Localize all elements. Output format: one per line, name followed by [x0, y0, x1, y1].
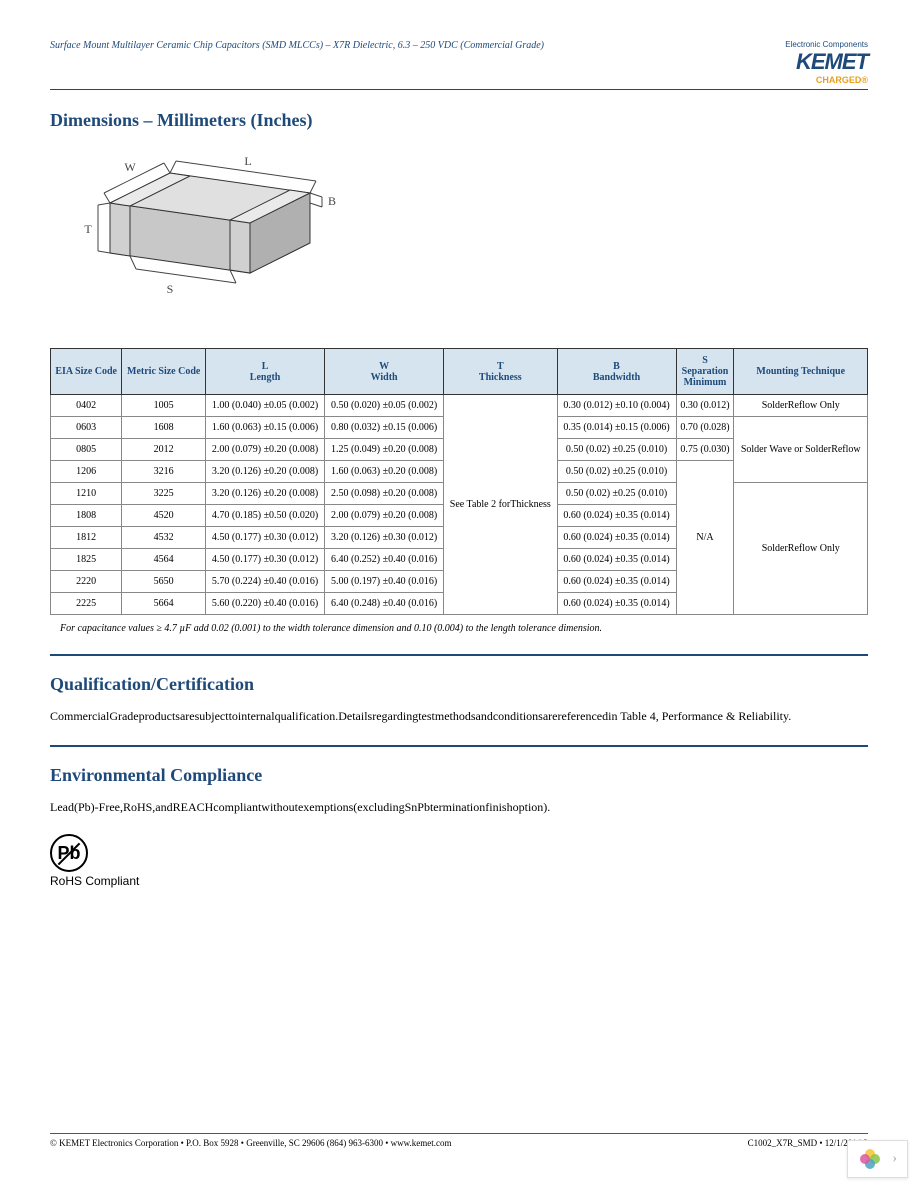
- cell-metric: 2012: [122, 439, 206, 461]
- cell-length: 3.20 (0.126) ±0.20 (0.008): [206, 483, 325, 505]
- cell-width: 1.25 (0.049) ±0.20 (0.008): [325, 439, 444, 461]
- cell-width: 1.60 (0.063) ±0.20 (0.008): [325, 461, 444, 483]
- cell-bandwidth: 0.60 (0.024) ±0.35 (0.014): [557, 549, 676, 571]
- cell-width: 5.00 (0.197) ±0.40 (0.016): [325, 571, 444, 593]
- cell-bandwidth: 0.50 (0.02) ±0.25 (0.010): [557, 483, 676, 505]
- page-footer: © KEMET Electronics Corporation • P.O. B…: [50, 1133, 868, 1148]
- cell-width: 0.80 (0.032) ±0.15 (0.006): [325, 417, 444, 439]
- cell-metric: 3225: [122, 483, 206, 505]
- environmental-heading: Environmental Compliance: [50, 765, 868, 786]
- table-footnote: For capacitance values ≥ 4.7 µF add 0.02…: [60, 623, 868, 634]
- cell-length: 1.60 (0.063) ±0.15 (0.006): [206, 417, 325, 439]
- cell-eia: 1825: [51, 549, 122, 571]
- qualification-text: CommercialGradeproductsaresubjecttointer…: [50, 707, 868, 725]
- col-metric: Metric Size Code: [122, 349, 206, 395]
- datasheet-page: Surface Mount Multilayer Ceramic Chip Ca…: [0, 0, 918, 1188]
- rohs-label: RoHS Compliant: [50, 874, 868, 888]
- cell-bandwidth: 0.60 (0.024) ±0.35 (0.014): [557, 571, 676, 593]
- cell-eia: 0805: [51, 439, 122, 461]
- cell-length: 5.60 (0.220) ±0.40 (0.016): [206, 593, 325, 615]
- section-divider: [50, 745, 868, 747]
- svg-text:B: B: [328, 194, 336, 208]
- rohs-compliance-mark: Pb RoHS Compliant: [50, 834, 868, 888]
- dimensions-heading: Dimensions – Millimeters (Inches): [50, 110, 868, 131]
- dimensions-table: EIA Size Code Metric Size Code LLength W…: [50, 348, 868, 615]
- cell-separation: 0.70 (0.028): [676, 417, 734, 439]
- cell-bandwidth: 0.35 (0.014) ±0.15 (0.006): [557, 417, 676, 439]
- footer-left: © KEMET Electronics Corporation • P.O. B…: [50, 1138, 452, 1148]
- cell-separation-na: N/A: [676, 461, 734, 615]
- cell-bandwidth: 0.30 (0.012) ±0.10 (0.004): [557, 395, 676, 417]
- cell-metric: 5650: [122, 571, 206, 593]
- cell-length: 2.00 (0.079) ±0.20 (0.008): [206, 439, 325, 461]
- cell-width: 2.50 (0.098) ±0.20 (0.008): [325, 483, 444, 505]
- cell-length: 1.00 (0.040) ±0.05 (0.002): [206, 395, 325, 417]
- col-bandwidth: BBandwidth: [557, 349, 676, 395]
- cell-width: 3.20 (0.126) ±0.30 (0.012): [325, 527, 444, 549]
- cell-metric: 5664: [122, 593, 206, 615]
- chevron-right-icon[interactable]: ›: [892, 1151, 897, 1167]
- cell-bandwidth: 0.60 (0.024) ±0.35 (0.014): [557, 505, 676, 527]
- col-width: WWidth: [325, 349, 444, 395]
- cell-metric: 4532: [122, 527, 206, 549]
- svg-text:S: S: [167, 282, 174, 296]
- chip-dimension-diagram: L W T B: [50, 143, 868, 328]
- environmental-text: Lead(Pb)-Free,RoHS,andREACHcompliantwith…: [50, 798, 868, 816]
- cell-bandwidth: 0.60 (0.024) ±0.35 (0.014): [557, 527, 676, 549]
- cell-length: 4.50 (0.177) ±0.30 (0.012): [206, 527, 325, 549]
- cell-length: 4.70 (0.185) ±0.50 (0.020): [206, 505, 325, 527]
- cell-width: 6.40 (0.248) ±0.40 (0.016): [325, 593, 444, 615]
- qualification-heading: Qualification/Certification: [50, 674, 868, 695]
- page-header: Surface Mount Multilayer Ceramic Chip Ca…: [50, 40, 868, 90]
- cell-bandwidth: 0.60 (0.024) ±0.35 (0.014): [557, 593, 676, 615]
- brand-logo: Electronic Components KEMET CHARGED®: [785, 40, 868, 85]
- petal-logo-icon: [858, 1147, 882, 1171]
- document-title: Surface Mount Multilayer Ceramic Chip Ca…: [50, 40, 544, 51]
- table-row: 040210051.00 (0.040) ±0.05 (0.002)0.50 (…: [51, 395, 868, 417]
- svg-text:L: L: [244, 154, 251, 168]
- col-mounting: Mounting Technique: [734, 349, 868, 395]
- col-eia: EIA Size Code: [51, 349, 122, 395]
- cell-metric: 1608: [122, 417, 206, 439]
- logo-tagline-top: Electronic Components: [785, 40, 868, 49]
- svg-text:T: T: [84, 222, 92, 236]
- col-thickness: TThickness: [444, 349, 557, 395]
- cell-mounting: Solder Wave or SolderReflow: [734, 417, 868, 483]
- cell-metric: 4564: [122, 549, 206, 571]
- cell-eia: 2225: [51, 593, 122, 615]
- col-length: LLength: [206, 349, 325, 395]
- svg-text:W: W: [124, 160, 136, 174]
- cell-separation: 0.75 (0.030): [676, 439, 734, 461]
- cell-metric: 3216: [122, 461, 206, 483]
- cell-eia: 1812: [51, 527, 122, 549]
- pb-free-icon: Pb: [50, 834, 88, 872]
- cell-bandwidth: 0.50 (0.02) ±0.25 (0.010): [557, 461, 676, 483]
- cell-eia: 1210: [51, 483, 122, 505]
- cell-mounting: SolderReflow Only: [734, 483, 868, 615]
- cell-metric: 1005: [122, 395, 206, 417]
- logo-text: KEMET: [785, 49, 868, 75]
- cell-length: 3.20 (0.126) ±0.20 (0.008): [206, 461, 325, 483]
- logo-tagline-bottom: CHARGED®: [785, 75, 868, 85]
- cell-width: 2.00 (0.079) ±0.20 (0.008): [325, 505, 444, 527]
- cell-thickness: See Table 2 forThickness: [444, 395, 557, 615]
- cell-separation: 0.30 (0.012): [676, 395, 734, 417]
- cell-eia: 0402: [51, 395, 122, 417]
- corner-nav-widget[interactable]: ›: [847, 1140, 908, 1178]
- cell-eia: 0603: [51, 417, 122, 439]
- cell-eia: 2220: [51, 571, 122, 593]
- cell-mounting: SolderReflow Only: [734, 395, 868, 417]
- cell-eia: 1808: [51, 505, 122, 527]
- cell-width: 6.40 (0.252) ±0.40 (0.016): [325, 549, 444, 571]
- cell-length: 4.50 (0.177) ±0.30 (0.012): [206, 549, 325, 571]
- section-divider: [50, 654, 868, 656]
- col-separation: SSeparationMinimum: [676, 349, 734, 395]
- cell-bandwidth: 0.50 (0.02) ±0.25 (0.010): [557, 439, 676, 461]
- cell-eia: 1206: [51, 461, 122, 483]
- cell-length: 5.70 (0.224) ±0.40 (0.016): [206, 571, 325, 593]
- table-header-row: EIA Size Code Metric Size Code LLength W…: [51, 349, 868, 395]
- cell-metric: 4520: [122, 505, 206, 527]
- cell-width: 0.50 (0.020) ±0.05 (0.002): [325, 395, 444, 417]
